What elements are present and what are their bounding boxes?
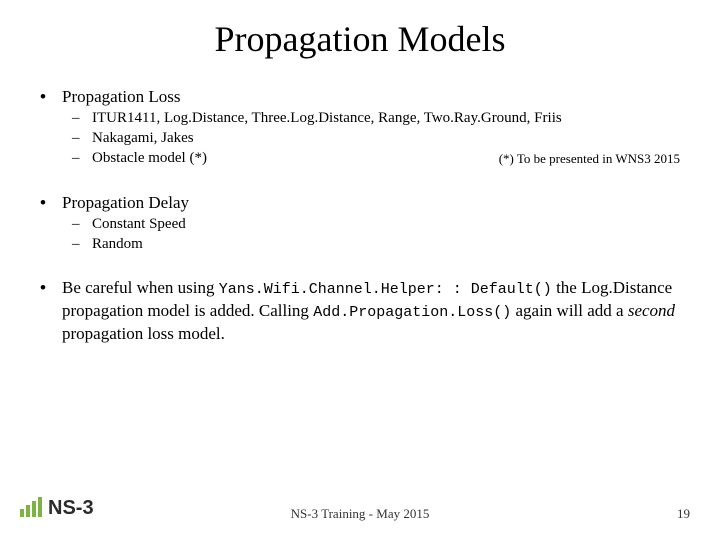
- bullet-text: Propagation Delay: [62, 192, 680, 213]
- warning-code1: Yans.Wifi.Channel.Helper: : Default(): [219, 281, 552, 298]
- warning-text: Be careful when using Yans.Wifi.Channel.…: [62, 277, 680, 344]
- sub-bullet-text: Random: [92, 235, 680, 254]
- sub-bullet-text: ITUR1411, Log.Distance, Three.Log.Distan…: [92, 109, 680, 128]
- dash-marker: –: [72, 129, 92, 148]
- bullet-propagation-delay: • Propagation Delay: [40, 192, 680, 213]
- sub-bullet: – Obstacle model (*): [72, 149, 207, 168]
- slide: Propagation Models • Propagation Loss – …: [0, 0, 720, 540]
- warning-tail: propagation loss model.: [62, 324, 225, 343]
- dash-marker: –: [72, 149, 92, 168]
- sub-bullet: – Random: [72, 235, 680, 254]
- bullet-warning: • Be careful when using Yans.Wifi.Channe…: [40, 277, 680, 344]
- sub-bullet-text: Nakagami, Jakes: [92, 129, 680, 148]
- bullet-marker: •: [40, 192, 62, 213]
- sub-bullet-text: Obstacle model (*): [92, 149, 207, 168]
- warning-prefix: Be careful: [62, 278, 132, 297]
- sub-bullet: – ITUR1411, Log.Distance, Three.Log.Dist…: [72, 109, 680, 128]
- sub-bullet-with-note: – Obstacle model (*) (*) To be presented…: [40, 148, 680, 168]
- dash-marker: –: [72, 215, 92, 234]
- bullet-propagation-loss: • Propagation Loss: [40, 86, 680, 107]
- bullet-marker: •: [40, 277, 62, 344]
- warning-code2: Add.Propagation.Loss(): [313, 304, 511, 321]
- warning-mid1: when using: [132, 278, 218, 297]
- warning-mid3: again will add a: [511, 301, 628, 320]
- page-number: 19: [677, 506, 690, 522]
- sub-bullet-text: Constant Speed: [92, 215, 680, 234]
- footnote: (*) To be presented in WNS3 2015: [487, 151, 680, 167]
- dash-marker: –: [72, 235, 92, 254]
- bullet-marker: •: [40, 86, 62, 107]
- dash-marker: –: [72, 109, 92, 128]
- sub-bullet: – Nakagami, Jakes: [72, 129, 680, 148]
- footer-center: NS-3 Training - May 2015: [0, 506, 720, 522]
- sub-bullet: – Constant Speed: [72, 215, 680, 234]
- slide-title: Propagation Models: [0, 0, 720, 68]
- bullet-text: Propagation Loss: [62, 86, 680, 107]
- warning-emph: second: [628, 301, 675, 320]
- slide-content: • Propagation Loss – ITUR1411, Log.Dista…: [0, 68, 720, 344]
